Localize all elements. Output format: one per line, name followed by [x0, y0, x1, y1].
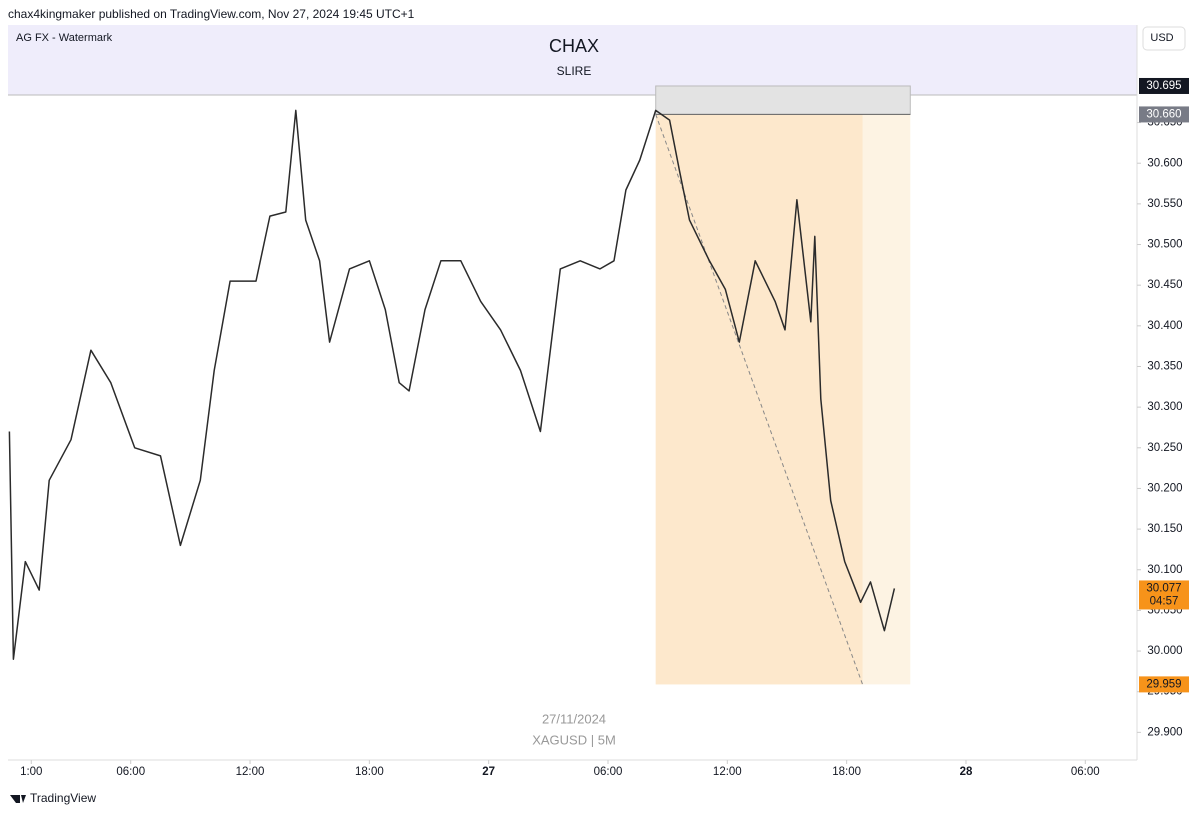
symbol-watermark: XAGUSD | 5M [532, 732, 616, 747]
price-label: 30.660 [1146, 108, 1181, 120]
x-tick-label: 28 [960, 766, 973, 778]
header-band [8, 25, 1137, 95]
x-tick-label: 06:00 [116, 766, 145, 778]
publisher: chax4kingmaker published on TradingView.… [8, 7, 415, 21]
price-label: 30.077 [1146, 582, 1181, 594]
y-tick-label: 30.600 [1147, 157, 1182, 169]
y-tick-label: 30.000 [1147, 645, 1182, 657]
x-tick-label: 06:00 [594, 766, 623, 778]
x-tick-label: 18:00 [355, 766, 384, 778]
y-tick-label: 30.250 [1147, 442, 1182, 454]
date-watermark: 27/11/2024 [542, 711, 606, 726]
watermark-label: AG FX - Watermark [16, 32, 113, 44]
currency-button[interactable] [1142, 26, 1186, 51]
x-tick-label: 12:00 [236, 766, 265, 778]
y-tick-label: 30.200 [1147, 482, 1182, 494]
trade-path [655, 114, 864, 685]
y-tick-label: 30.300 [1147, 401, 1182, 413]
price-line [8, 109, 896, 660]
y-tick-label: 30.100 [1147, 564, 1182, 576]
y-tick-label: 29.900 [1147, 726, 1182, 738]
x-tick-label: 27 [482, 766, 495, 778]
currency: USD [1150, 32, 1173, 44]
x-tick-label: 1:00 [20, 766, 42, 778]
price-label-box [1139, 676, 1189, 693]
y-tick-label: 30.350 [1147, 361, 1182, 373]
price-label: 30.695 [1146, 80, 1181, 92]
y-tick-label: 30.550 [1147, 198, 1182, 210]
price-label: 29.959 [1146, 678, 1181, 690]
y-tick-label: 30.450 [1147, 279, 1182, 291]
chart-subtitle: SLIRE [557, 64, 592, 78]
x-tick-label: 18:00 [832, 766, 861, 778]
plot [8, 85, 911, 685]
price-axis: 29.90029.95030.00030.05030.10030.15030.2… [1137, 77, 1189, 738]
price-label-box [1139, 580, 1189, 610]
logo [10, 795, 26, 803]
chart-title: CHAX [549, 36, 599, 56]
stop-zone [655, 85, 911, 115]
brand: TradingView [30, 791, 96, 805]
y-tick-label: 30.150 [1147, 523, 1182, 535]
x-tick-label: 06:00 [1071, 766, 1100, 778]
price-label-box [1139, 106, 1189, 123]
y-tick-label: 30.400 [1147, 320, 1182, 332]
y-tick-label: 30.500 [1147, 239, 1182, 251]
countdown: 04:57 [1150, 595, 1179, 607]
x-tick-label: 12:00 [713, 766, 742, 778]
price-label-box [1139, 77, 1189, 94]
